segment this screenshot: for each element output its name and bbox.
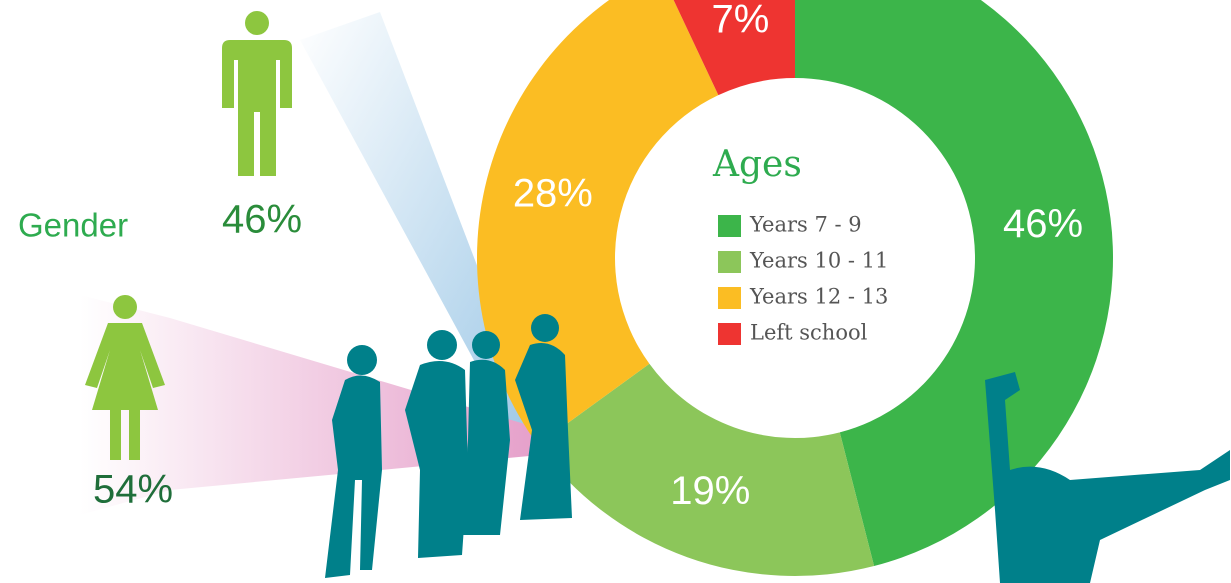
value-label: 28% xyxy=(513,171,593,215)
legend-swatch xyxy=(718,251,741,273)
male-icon xyxy=(222,40,292,176)
donut-segment xyxy=(477,0,718,445)
legend-swatch xyxy=(718,323,741,345)
infographic: 46% 19% 28% 7% Ages Years 7 - 9 Years 10 - 11 Y… xyxy=(0,0,1231,583)
legend-label: Years 7 - 9 xyxy=(749,213,862,237)
chart-title: Gender xyxy=(18,207,128,244)
value-label: 46% xyxy=(222,198,302,242)
legend-swatch xyxy=(718,215,741,237)
chart-title: Ages xyxy=(712,144,802,185)
value-label: 46% xyxy=(1003,202,1083,246)
legend-label: Years 10 - 11 xyxy=(749,249,888,273)
legend-label: Left school xyxy=(750,321,868,345)
value-label: 7% xyxy=(712,0,770,42)
female-head xyxy=(113,295,137,319)
legend-swatch xyxy=(718,287,741,309)
value-label: 19% xyxy=(670,469,750,513)
value-label: 54% xyxy=(93,468,173,512)
legend-label: Years 12 - 13 xyxy=(749,285,888,309)
male-head xyxy=(245,11,269,35)
